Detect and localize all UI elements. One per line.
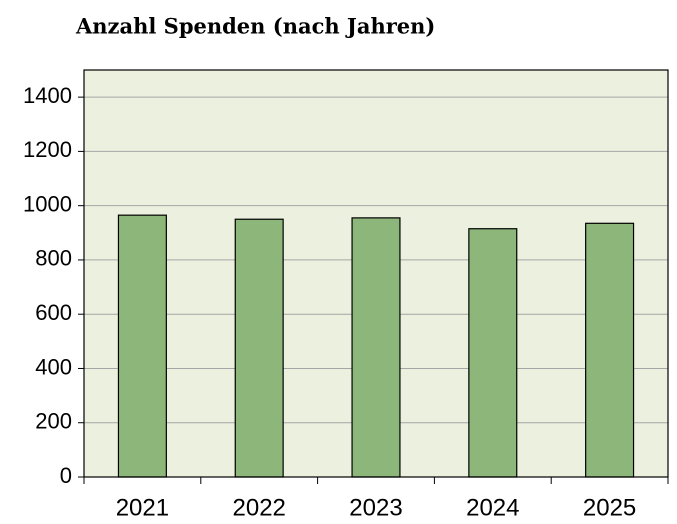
y-tick-label: 600 <box>35 300 72 325</box>
y-tick-label: 0 <box>60 463 72 488</box>
x-tick-label: 2024 <box>466 494 519 521</box>
chart-title: Anzahl Spenden (nach Jahren) <box>75 14 435 39</box>
x-tick-label: 2025 <box>583 494 636 521</box>
plot-border <box>83 69 669 478</box>
y-tick-label: 1000 <box>23 191 72 216</box>
bar <box>234 218 284 478</box>
x-tick-label: 2021 <box>116 494 169 521</box>
y-tick-label: 1200 <box>23 137 72 162</box>
y-tick-label: 800 <box>35 246 72 271</box>
bar <box>468 228 518 478</box>
x-tick-label: 2022 <box>233 494 286 521</box>
x-tick-label: 2023 <box>349 494 402 521</box>
bar <box>117 214 167 478</box>
bar <box>585 222 635 478</box>
bar <box>351 217 401 478</box>
y-tick-label: 400 <box>35 354 72 379</box>
y-tick-label: 1400 <box>23 83 72 108</box>
y-tick-label: 200 <box>35 409 72 434</box>
